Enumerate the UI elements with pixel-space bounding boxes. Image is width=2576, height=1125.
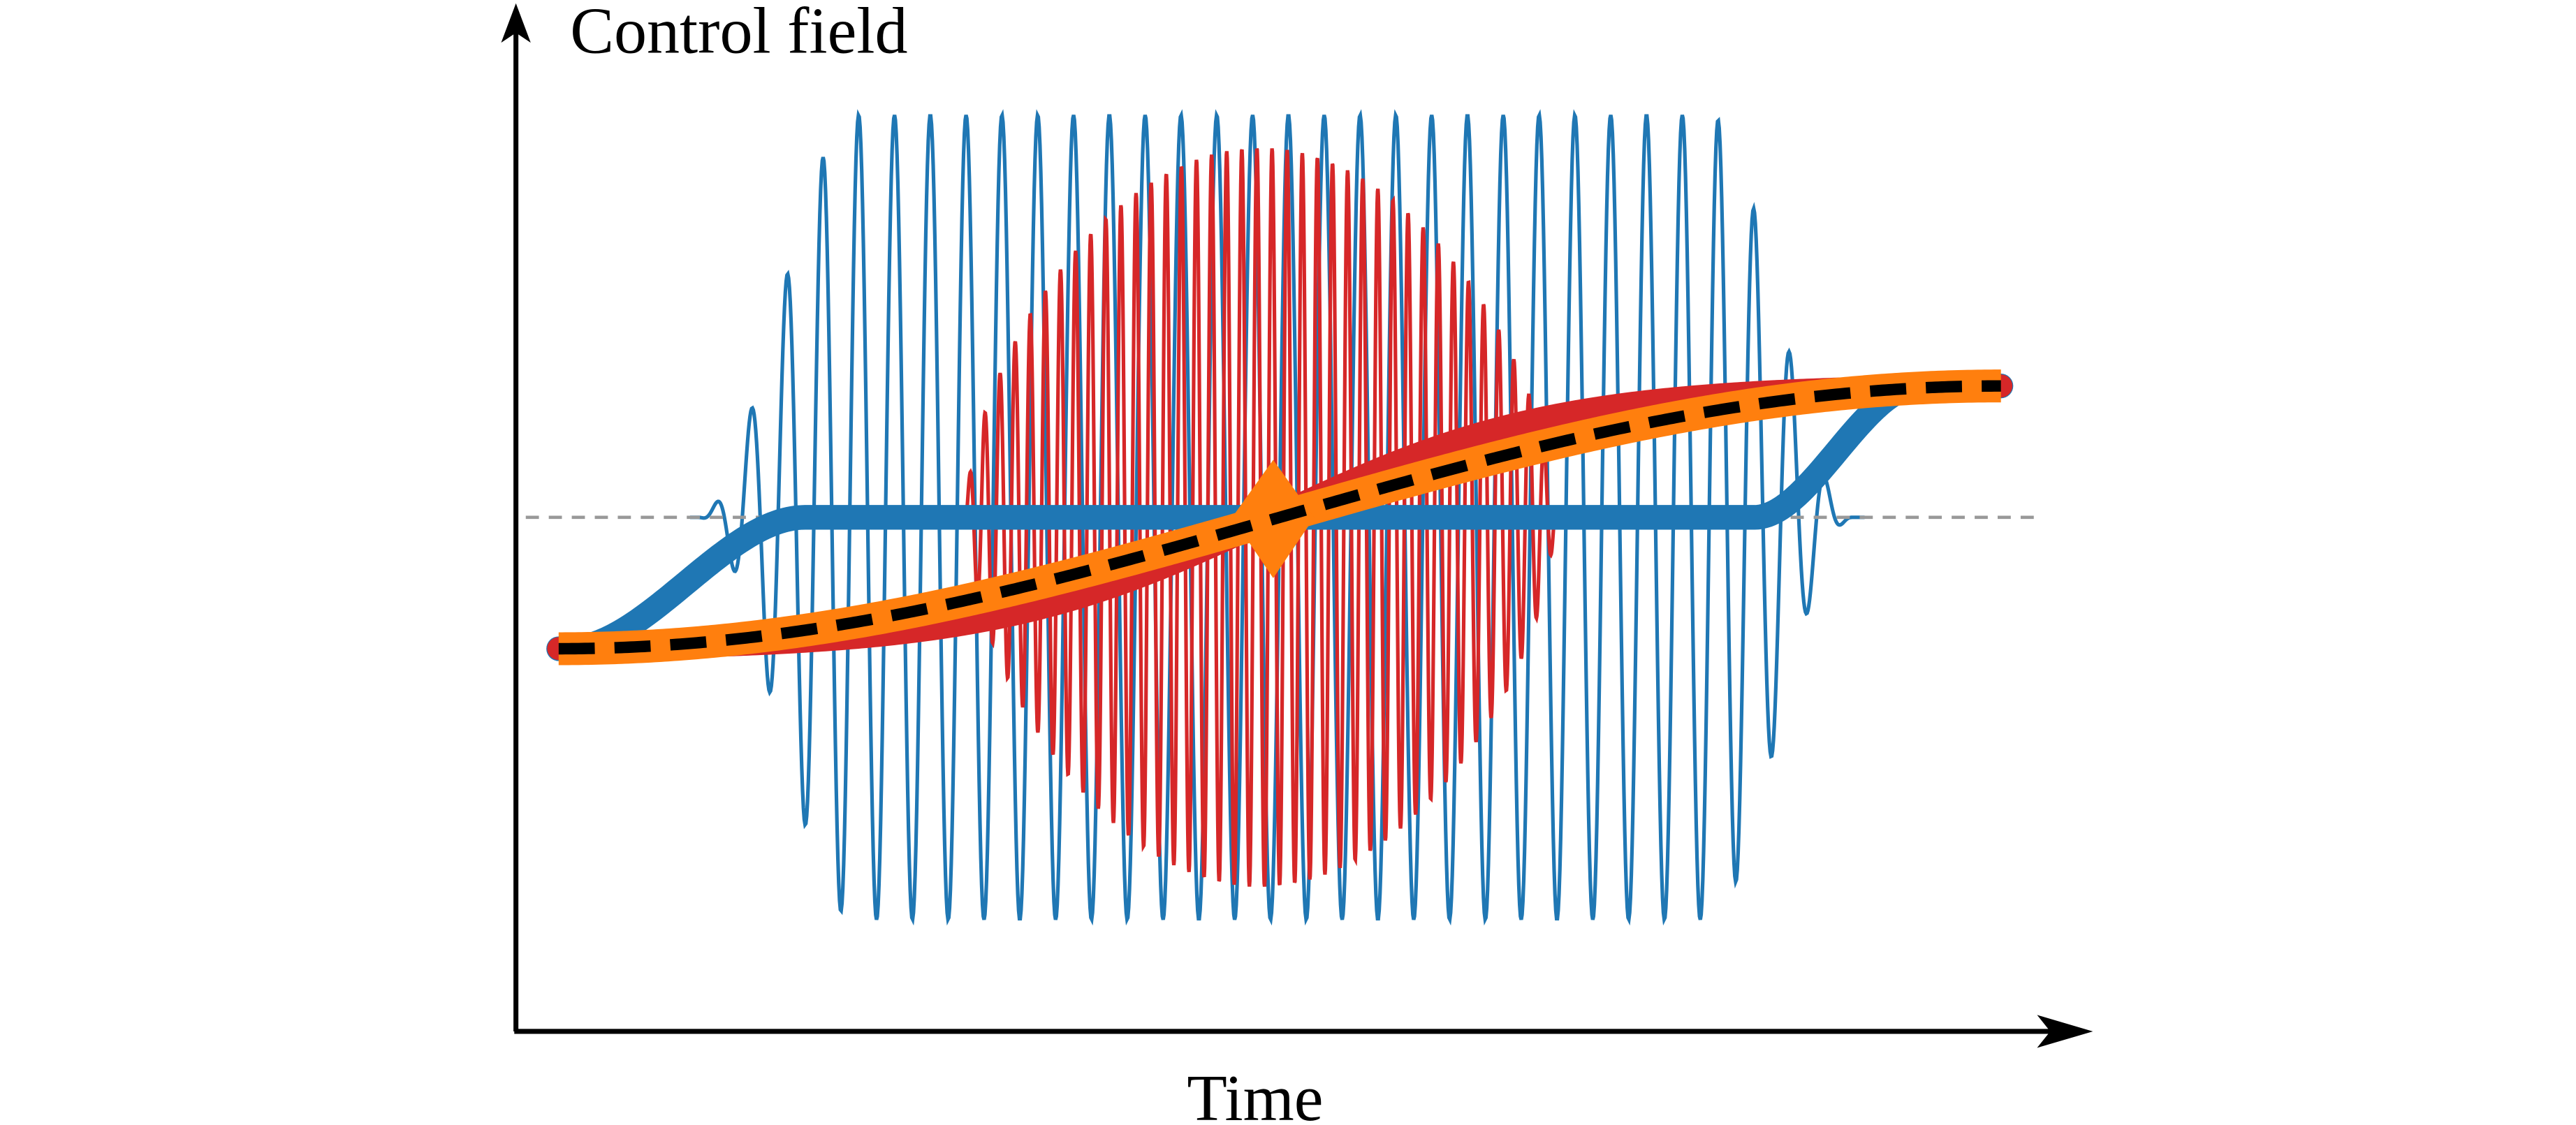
curves xyxy=(689,109,1865,926)
y-axis-label: Control field xyxy=(570,0,907,67)
red-pulse xyxy=(964,148,1556,887)
thick-curves xyxy=(546,369,2014,666)
x-axis-arrow xyxy=(2037,1015,2093,1048)
y-axis-arrow xyxy=(501,3,531,43)
dashed-trajectory xyxy=(558,380,2001,655)
x-axis-label: Time xyxy=(1187,1062,1323,1125)
